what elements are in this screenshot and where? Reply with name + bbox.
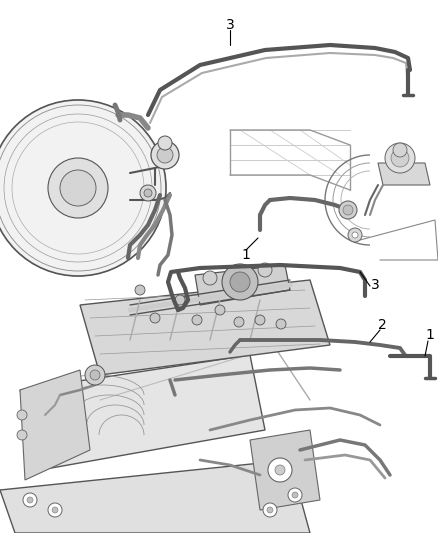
Text: 2: 2 bbox=[378, 318, 386, 332]
Circle shape bbox=[258, 263, 272, 277]
Circle shape bbox=[85, 365, 105, 385]
Polygon shape bbox=[80, 280, 330, 375]
Circle shape bbox=[48, 158, 108, 218]
Circle shape bbox=[17, 430, 27, 440]
Circle shape bbox=[48, 503, 62, 517]
Circle shape bbox=[348, 228, 362, 242]
Circle shape bbox=[27, 497, 33, 503]
Circle shape bbox=[393, 143, 407, 157]
Circle shape bbox=[275, 465, 285, 475]
Polygon shape bbox=[250, 430, 320, 510]
Circle shape bbox=[144, 189, 152, 197]
Circle shape bbox=[288, 488, 302, 502]
Circle shape bbox=[60, 170, 96, 206]
Circle shape bbox=[158, 136, 172, 150]
Circle shape bbox=[175, 295, 185, 305]
Circle shape bbox=[292, 492, 298, 498]
Circle shape bbox=[192, 315, 202, 325]
Circle shape bbox=[391, 149, 409, 167]
Circle shape bbox=[52, 507, 58, 513]
Circle shape bbox=[339, 201, 357, 219]
Polygon shape bbox=[0, 460, 310, 533]
Circle shape bbox=[230, 272, 250, 292]
Circle shape bbox=[222, 264, 258, 300]
Circle shape bbox=[0, 100, 166, 276]
Circle shape bbox=[151, 141, 179, 169]
Circle shape bbox=[140, 185, 156, 201]
Text: 3: 3 bbox=[371, 278, 379, 292]
Polygon shape bbox=[378, 163, 430, 185]
Polygon shape bbox=[20, 355, 265, 470]
Circle shape bbox=[135, 285, 145, 295]
Circle shape bbox=[276, 319, 286, 329]
Text: 3: 3 bbox=[226, 18, 234, 32]
Circle shape bbox=[255, 315, 265, 325]
Circle shape bbox=[343, 205, 353, 215]
Circle shape bbox=[352, 232, 358, 238]
Polygon shape bbox=[195, 265, 290, 305]
Circle shape bbox=[157, 147, 173, 163]
Text: 1: 1 bbox=[426, 328, 434, 342]
Circle shape bbox=[90, 370, 100, 380]
Polygon shape bbox=[20, 370, 90, 480]
Circle shape bbox=[17, 410, 27, 420]
Circle shape bbox=[203, 271, 217, 285]
Text: 1: 1 bbox=[242, 248, 251, 262]
Circle shape bbox=[385, 143, 415, 173]
Circle shape bbox=[234, 317, 244, 327]
Circle shape bbox=[268, 458, 292, 482]
Circle shape bbox=[263, 503, 277, 517]
Circle shape bbox=[267, 507, 273, 513]
Circle shape bbox=[23, 493, 37, 507]
Circle shape bbox=[215, 305, 225, 315]
Circle shape bbox=[150, 313, 160, 323]
